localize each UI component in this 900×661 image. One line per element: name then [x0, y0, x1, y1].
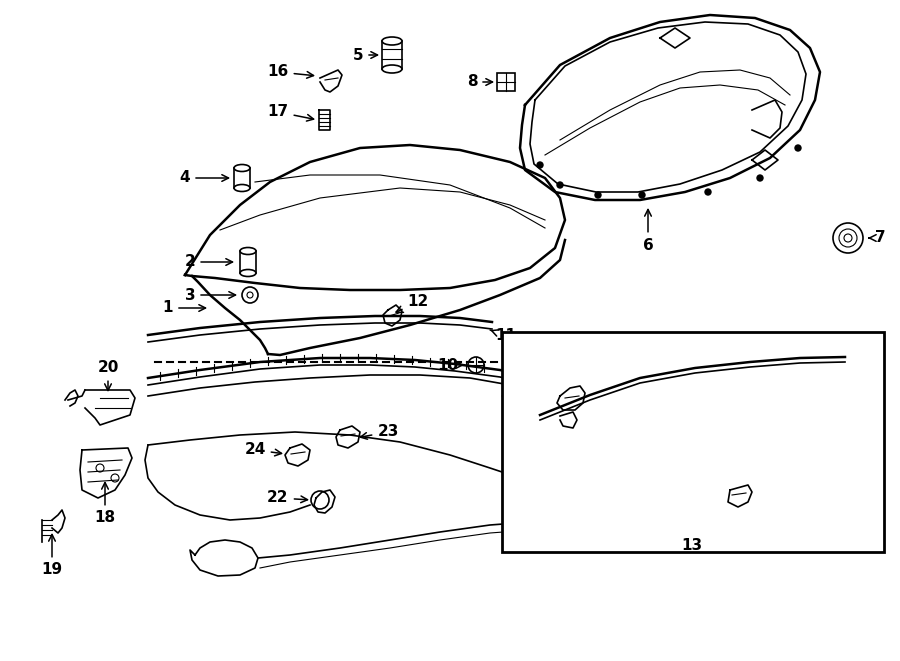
Text: 18: 18	[94, 483, 115, 525]
Circle shape	[537, 162, 543, 168]
Bar	[497, 73, 515, 91]
Circle shape	[311, 491, 329, 509]
Ellipse shape	[234, 184, 250, 192]
Text: 3: 3	[184, 288, 236, 303]
Circle shape	[795, 145, 801, 151]
Bar	[502, 332, 884, 552]
Ellipse shape	[382, 37, 402, 45]
Circle shape	[96, 464, 104, 472]
Text: 17: 17	[267, 104, 313, 121]
Text: 15: 15	[750, 483, 780, 498]
Ellipse shape	[240, 270, 256, 276]
Bar	[234, 168, 250, 188]
Text: 22: 22	[267, 490, 308, 506]
Text: 10: 10	[437, 358, 464, 373]
Text: 9: 9	[500, 393, 511, 407]
Circle shape	[595, 192, 601, 198]
Text: 13: 13	[681, 537, 703, 553]
Text: 11: 11	[491, 329, 517, 344]
Ellipse shape	[382, 65, 402, 73]
Circle shape	[639, 192, 645, 198]
Text: 14: 14	[581, 387, 670, 405]
Text: 23: 23	[360, 424, 399, 440]
Text: 16: 16	[267, 65, 313, 79]
Circle shape	[557, 182, 563, 188]
Text: 4: 4	[180, 171, 229, 186]
Text: 1: 1	[163, 301, 205, 315]
Circle shape	[844, 234, 852, 242]
Text: 5: 5	[353, 48, 377, 63]
Text: 21: 21	[611, 512, 639, 527]
Circle shape	[757, 175, 763, 181]
Text: 8: 8	[467, 75, 492, 89]
Circle shape	[705, 189, 711, 195]
Text: 7: 7	[868, 231, 886, 245]
Circle shape	[247, 292, 253, 298]
Text: 2: 2	[184, 254, 232, 270]
Ellipse shape	[240, 247, 256, 254]
Text: 12: 12	[396, 295, 428, 313]
Circle shape	[468, 357, 484, 373]
Bar	[240, 251, 256, 273]
Bar	[382, 41, 402, 69]
Circle shape	[833, 223, 863, 253]
Circle shape	[839, 229, 857, 247]
Circle shape	[111, 474, 119, 482]
Text: 6: 6	[643, 210, 653, 253]
Circle shape	[242, 287, 258, 303]
Text: 20: 20	[97, 360, 119, 391]
Ellipse shape	[234, 165, 250, 171]
Text: 19: 19	[41, 535, 63, 578]
Text: 24: 24	[244, 442, 282, 457]
